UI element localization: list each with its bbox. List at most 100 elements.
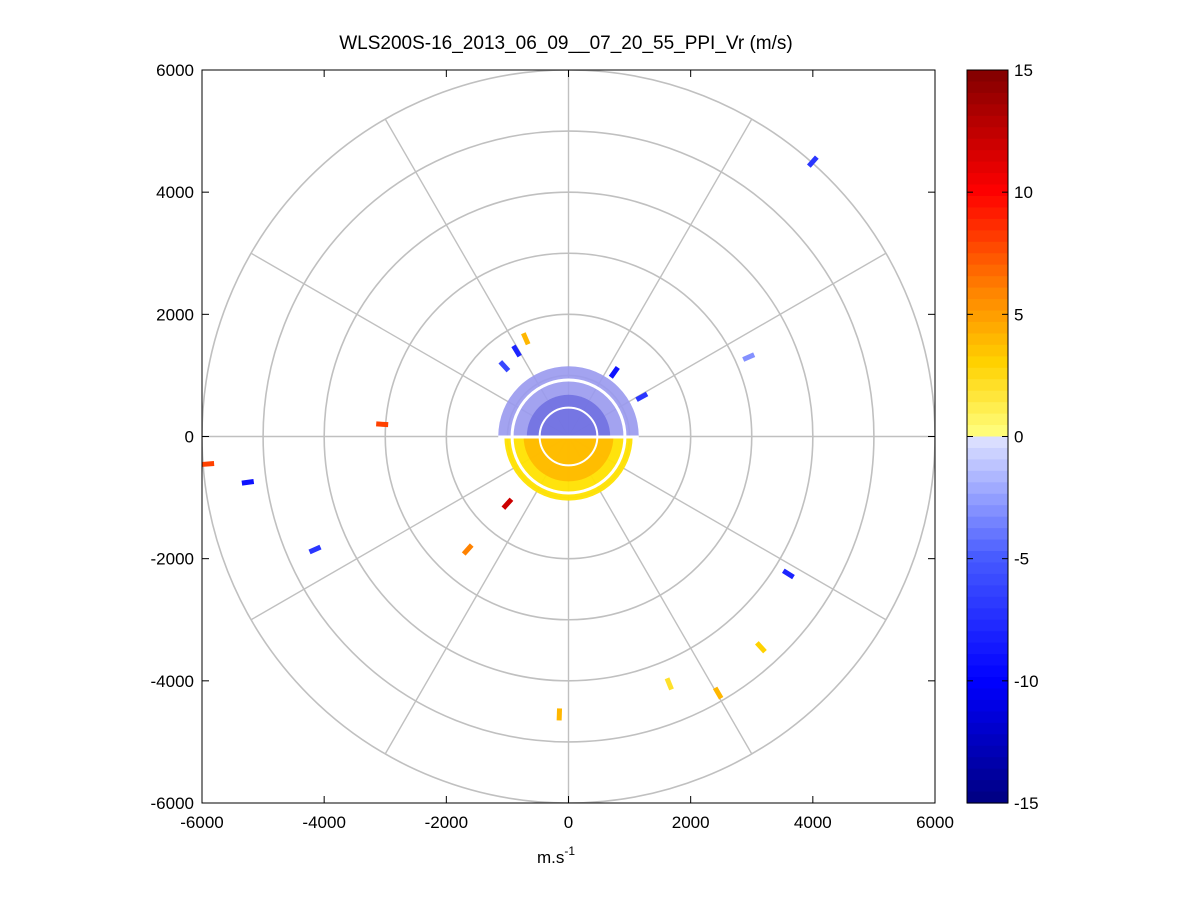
x-tick-label: 0 xyxy=(564,813,573,832)
colorbar-step xyxy=(967,436,1008,449)
colorbar-step xyxy=(967,367,1008,380)
colorbar-step xyxy=(967,184,1008,197)
colorbar-step xyxy=(967,150,1008,163)
colorbar-step xyxy=(967,573,1008,586)
colorbar-tick-label: -5 xyxy=(1014,550,1029,569)
colorbar-step xyxy=(967,780,1008,793)
colorbar-step xyxy=(967,413,1008,426)
velocity-mark xyxy=(511,344,522,358)
velocity-mark xyxy=(664,677,674,691)
x-axis-label: m.s-1 xyxy=(537,844,575,867)
velocity-mark xyxy=(608,366,620,379)
colorbar-step xyxy=(967,402,1008,415)
velocity-mark xyxy=(521,332,531,346)
colorbar-step xyxy=(967,619,1008,632)
colorbar-step xyxy=(967,757,1008,770)
colorbar-step xyxy=(967,344,1008,357)
y-tick-label: 4000 xyxy=(156,183,194,202)
colorbar-step xyxy=(967,81,1008,94)
x-tick-label: 4000 xyxy=(794,813,832,832)
colorbar-step xyxy=(967,665,1008,678)
approaching-core xyxy=(526,394,611,437)
colorbar-step xyxy=(967,115,1008,128)
colorbar-step xyxy=(967,711,1008,724)
y-tick-label: -4000 xyxy=(151,672,194,691)
y-tick-label: 6000 xyxy=(156,61,194,80)
y-tick-label: 2000 xyxy=(156,305,194,324)
colorbar-step xyxy=(967,356,1008,369)
x-tick-label: -6000 xyxy=(180,813,223,832)
colorbar-step xyxy=(967,528,1008,541)
colorbar-ticks: -15 -10 -5 0 5 10 15 xyxy=(967,61,1039,813)
colorbar-step xyxy=(967,253,1008,266)
colorbar-step xyxy=(967,104,1008,117)
colorbar-step xyxy=(967,608,1008,621)
colorbar-step xyxy=(967,299,1008,312)
colorbar-step xyxy=(967,642,1008,655)
colorbar-step xyxy=(967,207,1008,220)
velocity-mark xyxy=(635,391,649,402)
colorbar-step xyxy=(967,631,1008,644)
colorbar-tick-label: 0 xyxy=(1014,428,1023,447)
colorbar-step xyxy=(967,482,1008,495)
near-field-returns xyxy=(498,366,639,501)
colorbar-step xyxy=(967,447,1008,461)
velocity-mark xyxy=(376,421,389,428)
colorbar-step xyxy=(967,539,1008,552)
colorbar-tick-label: -10 xyxy=(1014,672,1039,691)
colorbar-step xyxy=(967,688,1008,701)
colorbar-step xyxy=(967,138,1008,151)
colorbar-step xyxy=(967,596,1008,609)
colorbar-step xyxy=(967,562,1008,575)
axis-ticks xyxy=(201,69,936,804)
colorbar-tick-label: 5 xyxy=(1014,305,1023,324)
colorbar-step xyxy=(967,173,1008,186)
receding-core xyxy=(523,436,614,482)
colorbar-step xyxy=(967,161,1008,174)
colorbar-step xyxy=(967,241,1008,254)
colorbar-step xyxy=(967,722,1008,735)
velocity-mark xyxy=(501,497,514,510)
colorbar-step xyxy=(967,276,1008,289)
y-tick-label: -2000 xyxy=(151,550,194,569)
colorbar-step xyxy=(967,585,1008,598)
velocity-mark xyxy=(202,461,215,467)
velocity-mark xyxy=(712,686,724,700)
colorbar-step xyxy=(967,195,1008,209)
chart-title: WLS200S-16_2013_06_09__07_20_55_PPI_Vr (… xyxy=(339,33,793,54)
colorbar-step xyxy=(967,218,1008,231)
velocity-mark xyxy=(742,352,756,362)
colorbar-step xyxy=(967,505,1008,518)
colorbar-step xyxy=(967,745,1008,758)
x-tick-labels: -6000 -4000 -2000 0 2000 4000 6000 xyxy=(180,813,954,832)
x-tick-label: -4000 xyxy=(302,813,345,832)
data-marks xyxy=(202,155,819,721)
velocity-mark xyxy=(781,568,795,580)
colorbar-step xyxy=(967,470,1008,483)
colorbar-step xyxy=(967,551,1008,564)
colorbar-tick-label: 15 xyxy=(1014,61,1033,80)
y-tick-labels: -6000 -4000 -2000 0 2000 4000 6000 xyxy=(151,61,194,813)
colorbar-step xyxy=(967,791,1008,804)
colorbar-step xyxy=(967,734,1008,747)
y-tick-label: -6000 xyxy=(151,794,194,813)
colorbar-step xyxy=(967,310,1008,323)
colorbar-step xyxy=(967,654,1008,667)
colorbar-step xyxy=(967,677,1008,690)
velocity-mark xyxy=(498,360,511,373)
colorbar-step xyxy=(967,264,1008,277)
colorbar-step xyxy=(967,230,1008,243)
colorbar-step xyxy=(967,699,1008,712)
colorbar-tick-label: -15 xyxy=(1014,794,1039,813)
colorbar-step xyxy=(967,390,1008,403)
colorbar-step xyxy=(967,459,1008,472)
velocity-mark xyxy=(241,478,255,486)
x-tick-label: 2000 xyxy=(672,813,710,832)
colorbar-step xyxy=(967,493,1008,506)
colorbar-step xyxy=(967,516,1008,529)
near-field-zero-line xyxy=(498,435,639,439)
colorbar-step xyxy=(967,70,1008,83)
velocity-mark xyxy=(461,543,474,556)
x-tick-label: 6000 xyxy=(916,813,954,832)
